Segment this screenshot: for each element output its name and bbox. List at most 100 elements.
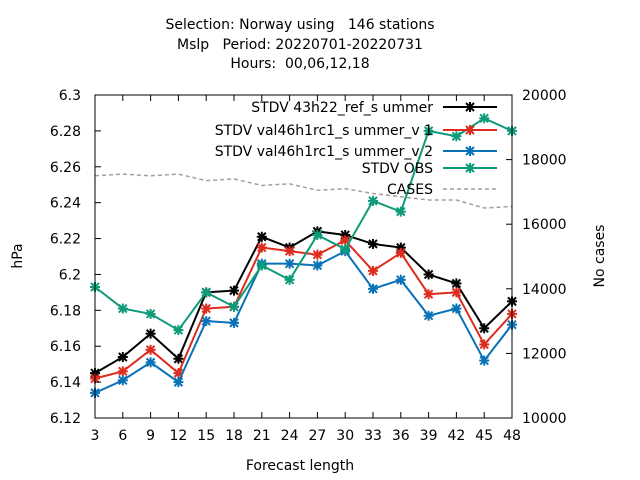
series-line-2: [94, 249, 513, 394]
x-tick-label: 36: [392, 428, 410, 444]
y2-tick-label: 10000: [522, 411, 567, 427]
data-point: [117, 375, 128, 386]
chart-title-line-3: Hours: 00,06,12,18: [230, 56, 370, 72]
y-tick-label: 6.3: [59, 88, 81, 104]
data-point: [423, 310, 434, 321]
y-tick-label: 6.12: [50, 411, 81, 427]
x-tick-label: 27: [308, 428, 326, 444]
data-point: [340, 244, 351, 255]
y2-tick-label: 20000: [522, 88, 567, 104]
data-point: [312, 249, 323, 260]
data-point: [312, 260, 323, 271]
data-point: [145, 344, 156, 355]
legend-label-1: STDV val46h1rc1_s ummer_v 1: [215, 123, 433, 139]
x-tick-label: 33: [364, 428, 382, 444]
y-tick-label: 6.14: [50, 375, 81, 391]
data-point: [117, 366, 128, 377]
data-point: [479, 339, 490, 350]
y-tick-label: 6.2: [59, 267, 81, 283]
data-point: [395, 206, 406, 217]
data-point: [423, 269, 434, 280]
data-point: [465, 146, 475, 156]
data-point: [201, 316, 212, 327]
data-point: [451, 287, 462, 298]
data-point: [256, 242, 267, 253]
data-point: [117, 303, 128, 314]
y-tick-label: 6.26: [50, 160, 81, 176]
y2-tick-label: 18000: [522, 153, 567, 169]
axes-layer: 3 6 9 12 15 18 21 24 27 30 33 36 39 42 45 486.126.146.1…: [50, 88, 567, 444]
y-tick-label: 6.28: [50, 124, 81, 140]
data-point: [451, 278, 462, 289]
x-tick-label: 30: [336, 428, 354, 444]
x-tick-label: 45: [475, 428, 493, 444]
data-point: [117, 351, 128, 362]
y-axis-label: hPa: [10, 243, 26, 268]
data-point: [451, 303, 462, 314]
data-point: [173, 377, 184, 388]
data-point: [284, 274, 295, 285]
x-tick-label: 39: [420, 428, 438, 444]
legend-label-3: STDV OBS: [362, 161, 433, 177]
data-point: [465, 125, 475, 135]
data-point: [395, 274, 406, 285]
legend-label-0: STDV 43h22_ref_s ummer: [251, 100, 433, 116]
plot-frame: [94, 94, 513, 419]
data-point: [229, 317, 239, 328]
x-tick-label: 3: [91, 428, 100, 444]
data-point: [368, 283, 378, 294]
data-point: [256, 260, 267, 271]
data-point: [173, 325, 184, 336]
legend-label-4: CASES: [387, 182, 433, 198]
x-tick-label: 9: [146, 428, 155, 444]
data-point: [145, 328, 156, 339]
x-tick-label: 48: [503, 428, 521, 444]
data-point: [368, 265, 378, 276]
x-tick-label: 12: [169, 428, 187, 444]
x-tick-label: 21: [253, 428, 271, 444]
series-line-3: [94, 117, 513, 332]
data-point: [479, 323, 490, 334]
x-tick-label: 6: [118, 428, 127, 444]
chart-title-line-1: Selection: Norway using 146 stations: [165, 17, 435, 33]
data-point: [368, 195, 378, 206]
y-tick-label: 6.18: [50, 303, 81, 319]
data-point: [145, 308, 156, 319]
y-tick-label: 6.22: [50, 232, 81, 248]
data-point: [229, 285, 239, 296]
x-axis-label: Forecast length: [246, 458, 354, 474]
data-point: [465, 163, 475, 173]
legend: STDV 43h22_ref_s ummer STDV val46h1rc1_s …: [215, 100, 497, 198]
data-point: [201, 303, 212, 314]
data-point: [284, 246, 295, 257]
data-point: [201, 287, 212, 298]
data-point: [284, 258, 295, 269]
y2-tick-label: 14000: [522, 282, 567, 298]
x-tick-label: 24: [281, 428, 299, 444]
data-point: [229, 301, 239, 312]
data-point: [173, 353, 184, 364]
series-line-1: [94, 239, 513, 380]
data-point: [395, 247, 406, 258]
x-tick-label: 15: [197, 428, 215, 444]
data-point: [368, 238, 378, 249]
series-line-0: [94, 230, 513, 375]
series-layer: [90, 113, 517, 398]
data-point: [479, 113, 490, 124]
y-tick-label: 6.24: [50, 196, 81, 212]
legend-label-2: STDV val46h1rc1_s ummer_v 2: [215, 144, 433, 160]
y2-axis-label: No cases: [592, 225, 608, 288]
data-point: [423, 125, 434, 136]
x-tick-label: 42: [447, 428, 465, 444]
data-point: [451, 131, 462, 142]
data-point: [312, 229, 323, 240]
data-point: [465, 102, 475, 112]
x-tick-label: 18: [225, 428, 243, 444]
series-line-4: [94, 173, 513, 209]
data-point: [256, 231, 267, 242]
y2-tick-label: 16000: [522, 217, 567, 233]
y2-tick-label: 12000: [522, 346, 567, 362]
data-point: [423, 289, 434, 300]
data-point: [479, 355, 490, 366]
